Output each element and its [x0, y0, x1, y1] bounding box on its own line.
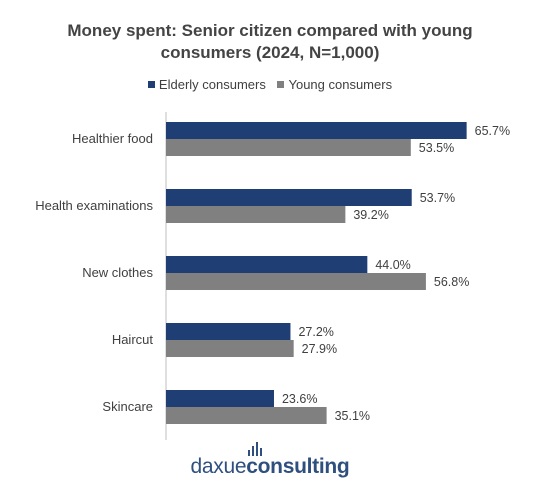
bar-elderly [166, 189, 412, 206]
chart-title-line2: consumers (2024, N=1,000) [160, 43, 380, 62]
data-label-elderly: 27.2% [298, 325, 333, 339]
legend-label-young: Young consumers [288, 77, 393, 92]
logo-bars-icon [248, 442, 262, 456]
category-label: Healthier food [72, 131, 153, 146]
data-label-young: 39.2% [353, 208, 388, 222]
bar-elderly [166, 390, 274, 407]
legend-label-elderly: Elderly consumers [158, 77, 266, 92]
data-label-young: 53.5% [419, 141, 454, 155]
data-label-young: 27.9% [302, 342, 337, 356]
bar-elderly [166, 323, 291, 340]
data-label-elderly: 53.7% [420, 191, 455, 205]
bar-young [166, 139, 411, 156]
daxue-consulting-logo: daxueconsulting [0, 455, 540, 479]
logo-text-daxue: daxue [190, 455, 247, 478]
data-label-young: 35.1% [335, 409, 370, 423]
bar-young [166, 407, 327, 424]
legend-item-elderly: Elderly consumers [147, 77, 266, 92]
bar-young [166, 273, 426, 290]
chart-title: Money spent: Senior citizen compared wit… [0, 20, 540, 64]
category-label: Skincare [102, 399, 153, 414]
logo-text-consulting: consulting [246, 455, 350, 478]
bar-elderly [166, 122, 467, 139]
chart-legend: Elderly consumers Young consumers [0, 77, 540, 92]
category-label: Haircut [112, 332, 154, 347]
data-label-young: 56.8% [434, 275, 469, 289]
bar-young [166, 206, 346, 223]
category-label: Health examinations [35, 198, 153, 213]
bar-chart: Healthier food 65.7% 53.5% Health examinati… [35, 112, 510, 440]
legend-swatch-young [277, 81, 285, 88]
legend-item-young: Young consumers [277, 77, 392, 92]
data-label-elderly: 65.7% [475, 124, 510, 138]
data-label-elderly: 44.0% [375, 258, 410, 272]
category-label: New clothes [82, 265, 153, 280]
data-label-elderly: 23.6% [282, 392, 317, 406]
bar-young [166, 340, 294, 357]
legend-swatch-elderly [147, 81, 155, 88]
bar-elderly [166, 256, 368, 273]
chart-title-line1: Money spent: Senior citizen compared wit… [67, 21, 473, 40]
